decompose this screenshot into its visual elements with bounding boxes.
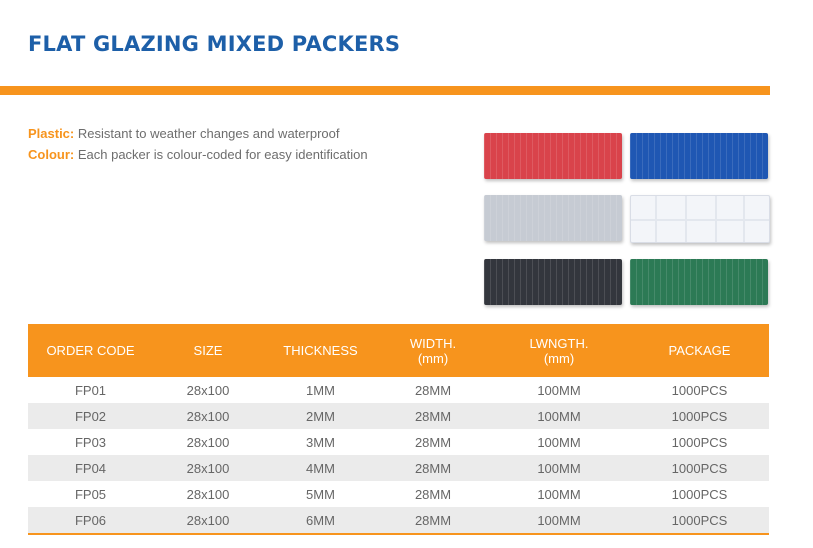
cell-length: 100MM <box>537 486 581 502</box>
feature-colour: Colour: Each packer is colour-coded for … <box>28 144 368 165</box>
cell-order-code: FP01 <box>74 382 107 398</box>
cell-thickness: 6MM <box>306 512 335 528</box>
page-title: FLAT GLAZING MIXED PACKERS <box>28 32 401 56</box>
packer-swatch-clear <box>630 195 770 243</box>
cell-width: 28MM <box>414 460 452 476</box>
cell-order-code: FP02 <box>74 408 107 424</box>
cell-size: 28x100 <box>186 512 230 528</box>
feature-text: Each packer is colour-coded for easy ide… <box>77 147 368 162</box>
packer-swatch-red <box>484 133 622 179</box>
cell-width: 28MM <box>414 434 452 450</box>
packer-swatch-black <box>484 259 622 305</box>
cell-order-code: FP03 <box>74 434 107 450</box>
feature-plastic: Plastic: Resistant to weather changes an… <box>28 123 368 144</box>
cell-thickness: 3MM <box>306 434 335 450</box>
cell-width: 28MM <box>414 382 452 398</box>
table-row: FP04 28x100 4MM 28MM 100MM 1000PCS <box>28 455 769 481</box>
cell-package: 1000PCS <box>671 408 728 424</box>
packer-swatch-grey <box>484 195 622 241</box>
header-package: PACKAGE <box>668 343 731 358</box>
feature-label: Plastic: <box>28 126 75 141</box>
packer-swatch-blue <box>630 133 768 179</box>
cell-order-code: FP05 <box>74 486 107 502</box>
table-header: ORDER CODE SIZE THICKNESS WIDTH. (mm) LW… <box>28 324 769 377</box>
table-bottom-rule <box>28 533 769 535</box>
cell-length: 100MM <box>537 408 581 424</box>
cell-size: 28x100 <box>186 486 230 502</box>
cell-width: 28MM <box>414 512 452 528</box>
cell-width: 28MM <box>414 408 452 424</box>
cell-package: 1000PCS <box>671 512 728 528</box>
cell-order-code: FP04 <box>74 460 107 476</box>
cell-length: 100MM <box>537 382 581 398</box>
cell-package: 1000PCS <box>671 486 728 502</box>
cell-length: 100MM <box>537 512 581 528</box>
cell-thickness: 5MM <box>306 486 335 502</box>
cell-length: 100MM <box>537 460 581 476</box>
spec-table: ORDER CODE SIZE THICKNESS WIDTH. (mm) LW… <box>28 324 769 535</box>
cell-size: 28x100 <box>186 460 230 476</box>
header-order-code: ORDER CODE <box>46 343 135 358</box>
cell-thickness: 2MM <box>306 408 335 424</box>
title-divider <box>0 86 770 95</box>
header-width: WIDTH. (mm) <box>409 335 457 366</box>
header-thickness: THICKNESS <box>283 343 358 358</box>
feature-text: Resistant to weather changes and waterpr… <box>77 126 340 141</box>
cell-thickness: 1MM <box>306 382 335 398</box>
cell-order-code: FP06 <box>74 512 107 528</box>
cell-size: 28x100 <box>186 382 230 398</box>
feature-label: Colour: <box>28 147 75 162</box>
feature-list: Plastic: Resistant to weather changes an… <box>28 123 368 165</box>
header-length: LWNGTH. (mm) <box>529 335 589 366</box>
packer-swatch-green <box>630 259 768 305</box>
cell-size: 28x100 <box>186 408 230 424</box>
table-row: FP05 28x100 5MM 28MM 100MM 1000PCS <box>28 481 769 507</box>
table-row: FP06 28x100 6MM 28MM 100MM 1000PCS <box>28 507 769 533</box>
cell-package: 1000PCS <box>671 434 728 450</box>
table-row: FP03 28x100 3MM 28MM 100MM 1000PCS <box>28 429 769 455</box>
cell-package: 1000PCS <box>671 382 728 398</box>
table-row: FP01 28x100 1MM 28MM 100MM 1000PCS <box>28 377 769 403</box>
cell-size: 28x100 <box>186 434 230 450</box>
cell-package: 1000PCS <box>671 460 728 476</box>
header-size: SIZE <box>193 343 223 358</box>
table-row: FP02 28x100 2MM 28MM 100MM 1000PCS <box>28 403 769 429</box>
cell-width: 28MM <box>414 486 452 502</box>
cell-length: 100MM <box>537 434 581 450</box>
cell-thickness: 4MM <box>306 460 335 476</box>
